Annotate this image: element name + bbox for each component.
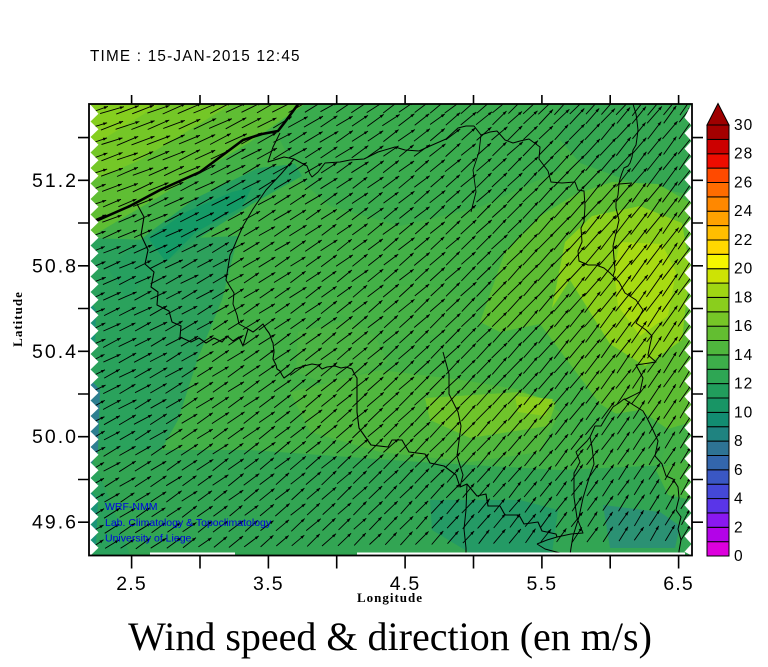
svg-text:4.5: 4.5 — [390, 573, 421, 595]
svg-text:University of Liege: University of Liege — [105, 533, 192, 545]
svg-text:Longitude: Longitude — [357, 590, 423, 605]
svg-text:20: 20 — [734, 261, 753, 278]
svg-text:16: 16 — [734, 318, 753, 335]
svg-text:50.4: 50.4 — [32, 341, 78, 363]
svg-text:22: 22 — [734, 232, 753, 249]
svg-text:6.5: 6.5 — [663, 573, 694, 595]
svg-text:8: 8 — [734, 433, 744, 450]
svg-text:49.6: 49.6 — [32, 512, 78, 534]
svg-text:12: 12 — [734, 376, 753, 393]
svg-text:50.0: 50.0 — [32, 426, 78, 448]
svg-text:5.5: 5.5 — [527, 573, 558, 595]
svg-text:30: 30 — [734, 117, 753, 134]
svg-text:24: 24 — [734, 203, 753, 220]
svg-text:50.8: 50.8 — [32, 255, 78, 277]
svg-text:14: 14 — [734, 347, 753, 364]
svg-text:Latitude: Latitude — [10, 291, 25, 347]
svg-text:28: 28 — [734, 146, 753, 163]
svg-text:Wind speed & direction (en m/s: Wind speed & direction (en m/s) — [128, 614, 652, 659]
svg-text:0: 0 — [734, 548, 744, 565]
svg-text:26: 26 — [734, 175, 753, 192]
svg-text:2.5: 2.5 — [116, 573, 147, 595]
svg-text:6: 6 — [734, 462, 744, 479]
svg-text:2: 2 — [734, 519, 744, 536]
svg-text:18: 18 — [734, 289, 753, 306]
svg-text:3.5: 3.5 — [253, 573, 284, 595]
svg-text:51.2: 51.2 — [32, 170, 78, 192]
svg-text:Lab. Climatology & Topoclimato: Lab. Climatology & Topoclimatology — [105, 517, 272, 529]
svg-text:10: 10 — [734, 404, 753, 421]
svg-text:TIME : 15-JAN-2015 12:45: TIME : 15-JAN-2015 12:45 — [90, 48, 301, 65]
svg-text:4: 4 — [734, 491, 744, 508]
svg-text:WRF-NMM: WRF-NMM — [105, 501, 157, 513]
